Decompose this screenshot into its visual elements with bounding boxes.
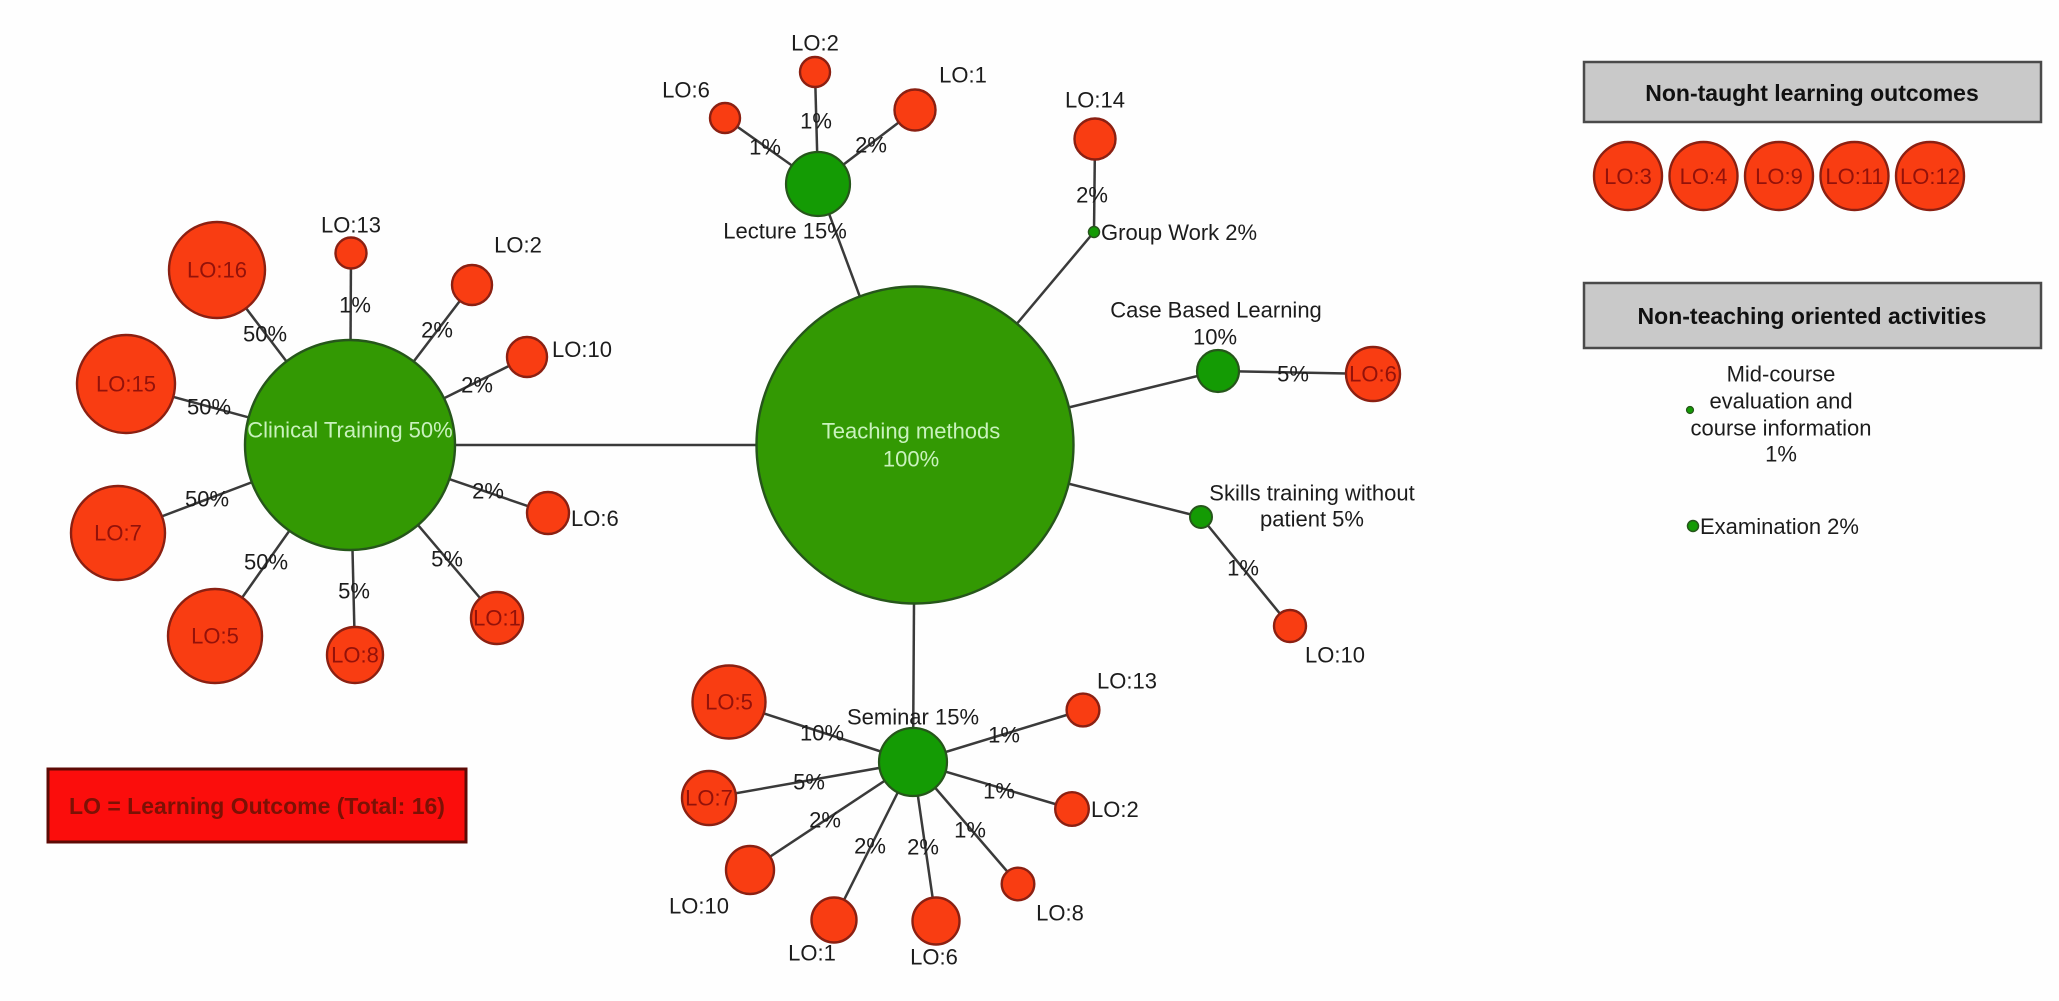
svg-text:LO:9: LO:9 xyxy=(1755,164,1803,189)
svg-text:LO:6: LO:6 xyxy=(910,945,958,970)
svg-text:1%: 1% xyxy=(749,135,781,160)
svg-text:LO:2: LO:2 xyxy=(494,233,542,258)
svg-text:Teaching methods: Teaching methods xyxy=(822,419,1001,444)
svg-text:LO:4: LO:4 xyxy=(1680,164,1728,189)
svg-text:Lecture 15%: Lecture 15% xyxy=(723,219,847,244)
svg-text:1%: 1% xyxy=(954,818,986,843)
svg-text:LO:1: LO:1 xyxy=(473,606,521,631)
svg-text:Clinical Training 50%: Clinical Training 50% xyxy=(247,418,452,443)
svg-text:1%: 1% xyxy=(800,109,832,134)
svg-text:LO:2: LO:2 xyxy=(791,31,839,56)
svg-text:50%: 50% xyxy=(185,487,229,512)
svg-text:5%: 5% xyxy=(1277,362,1309,387)
svg-text:LO = Learning Outcome (Total:: LO = Learning Outcome (Total: 16) xyxy=(69,793,445,819)
svg-text:Non-teaching oriented activiti: Non-teaching oriented activities xyxy=(1638,303,1987,329)
svg-text:LO:13: LO:13 xyxy=(321,213,381,238)
svg-text:1%: 1% xyxy=(1765,442,1797,467)
svg-text:LO:7: LO:7 xyxy=(94,521,142,546)
svg-text:Non-taught learning outcomes: Non-taught learning outcomes xyxy=(1645,80,1979,106)
svg-text:5%: 5% xyxy=(338,579,370,604)
svg-text:LO:8: LO:8 xyxy=(1036,901,1084,926)
svg-text:Case Based Learning: Case Based Learning xyxy=(1110,298,1322,323)
svg-text:LO:8: LO:8 xyxy=(331,643,379,668)
svg-text:2%: 2% xyxy=(1076,183,1108,208)
svg-text:LO:10: LO:10 xyxy=(669,894,729,919)
svg-text:50%: 50% xyxy=(187,395,231,420)
svg-text:LO:16: LO:16 xyxy=(187,258,247,283)
svg-text:LO:5: LO:5 xyxy=(705,690,753,715)
svg-text:Seminar 15%: Seminar 15% xyxy=(847,705,979,730)
svg-text:LO:15: LO:15 xyxy=(96,372,156,397)
svg-text:2%: 2% xyxy=(461,373,493,398)
svg-text:Group Work 2%: Group Work 2% xyxy=(1101,220,1257,245)
svg-text:LO:6: LO:6 xyxy=(662,78,710,103)
svg-text:2%: 2% xyxy=(421,318,453,343)
svg-text:5%: 5% xyxy=(793,770,825,795)
svg-text:LO:1: LO:1 xyxy=(939,63,987,88)
svg-text:LO:13: LO:13 xyxy=(1097,669,1157,694)
svg-text:patient 5%: patient 5% xyxy=(1260,507,1364,532)
svg-text:LO:6: LO:6 xyxy=(1349,362,1397,387)
svg-text:LO:6: LO:6 xyxy=(571,506,619,531)
svg-text:LO:3: LO:3 xyxy=(1604,164,1652,189)
svg-text:50%: 50% xyxy=(243,322,287,347)
svg-text:course information: course information xyxy=(1691,416,1872,441)
svg-text:10%: 10% xyxy=(800,721,844,746)
svg-text:1%: 1% xyxy=(983,779,1015,804)
svg-text:5%: 5% xyxy=(431,547,463,572)
svg-text:Skills training without: Skills training without xyxy=(1209,481,1414,506)
svg-text:LO:1: LO:1 xyxy=(788,941,836,966)
svg-text:2%: 2% xyxy=(472,479,504,504)
svg-text:LO:7: LO:7 xyxy=(685,786,733,811)
svg-text:Examination 2%: Examination 2% xyxy=(1700,514,1859,539)
svg-text:10%: 10% xyxy=(1193,325,1237,350)
svg-text:2%: 2% xyxy=(855,133,887,158)
svg-text:evaluation and: evaluation and xyxy=(1709,389,1852,414)
svg-text:LO:12: LO:12 xyxy=(1900,164,1960,189)
svg-text:100%: 100% xyxy=(883,447,939,472)
svg-text:LO:5: LO:5 xyxy=(191,624,239,649)
svg-text:LO:10: LO:10 xyxy=(1305,643,1365,668)
svg-text:1%: 1% xyxy=(988,723,1020,748)
svg-text:1%: 1% xyxy=(1227,556,1259,581)
svg-text:1%: 1% xyxy=(339,293,371,318)
svg-text:LO:11: LO:11 xyxy=(1825,164,1883,189)
svg-text:2%: 2% xyxy=(809,808,841,833)
svg-text:2%: 2% xyxy=(907,835,939,860)
svg-text:Mid-course: Mid-course xyxy=(1727,362,1836,387)
svg-text:LO:14: LO:14 xyxy=(1065,88,1125,113)
svg-text:50%: 50% xyxy=(244,550,288,575)
svg-text:2%: 2% xyxy=(854,834,886,859)
svg-text:LO:2: LO:2 xyxy=(1091,797,1139,822)
svg-text:LO:10: LO:10 xyxy=(552,337,612,362)
